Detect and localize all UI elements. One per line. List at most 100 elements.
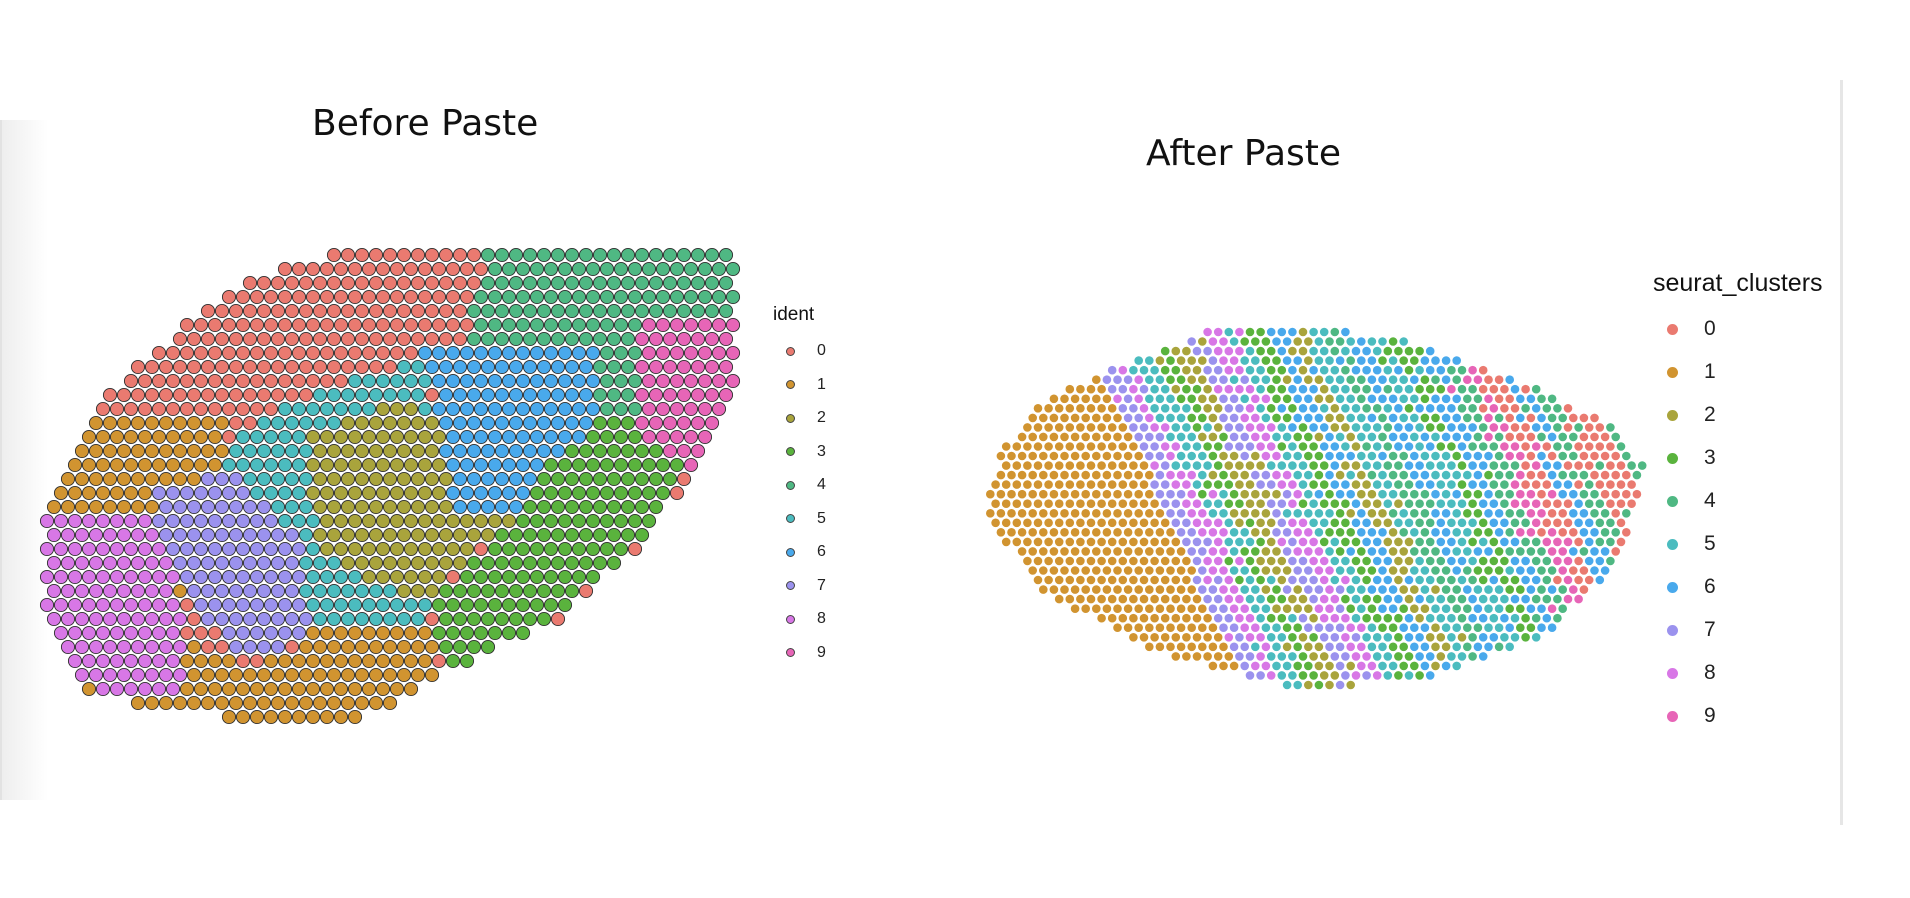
spot-after	[1569, 489, 1578, 499]
spot-after	[1266, 384, 1276, 394]
spot-after	[1611, 432, 1620, 442]
spot-after	[1251, 547, 1260, 556]
spot-after	[1235, 575, 1244, 585]
spot-after	[1584, 423, 1594, 432]
spot-after	[1494, 604, 1504, 613]
spot-after	[1245, 404, 1255, 413]
spot-after	[1203, 327, 1212, 337]
spot-after	[1574, 499, 1583, 509]
spot-after	[1457, 575, 1467, 585]
spot-after	[1092, 451, 1101, 461]
spot-before	[298, 331, 314, 347]
spot-after	[1208, 604, 1218, 613]
spot-after	[1357, 489, 1366, 499]
spot-after	[1553, 594, 1562, 604]
spot-after	[1569, 509, 1578, 518]
spot-after	[1325, 509, 1334, 518]
spot-after	[1574, 556, 1583, 566]
spot-after	[1277, 346, 1287, 356]
spot-after	[1378, 528, 1387, 537]
spot-after	[1256, 594, 1265, 604]
spot-after	[1166, 623, 1175, 632]
spot-after	[1595, 575, 1605, 585]
spot-after	[1145, 566, 1154, 575]
spot-after	[1182, 480, 1191, 489]
spot-after	[1500, 594, 1509, 604]
spot-after	[1325, 394, 1334, 404]
spot-before	[368, 387, 384, 403]
spot-after	[1245, 499, 1255, 509]
spot-after	[1198, 604, 1207, 613]
spot-after	[1378, 509, 1387, 518]
spot-before	[151, 429, 167, 445]
spot-after	[1282, 680, 1292, 690]
spot-after	[1595, 556, 1605, 566]
spot-after	[1425, 537, 1435, 547]
spot-after	[1521, 613, 1530, 623]
spot-after	[1107, 365, 1117, 375]
spot-after	[1113, 509, 1122, 518]
spot-after	[1123, 585, 1133, 594]
spot-before	[312, 331, 328, 347]
spot-after	[1113, 623, 1122, 632]
spot-after	[1441, 356, 1451, 365]
spot-after	[1266, 442, 1276, 451]
spot-after	[1388, 356, 1398, 365]
spot-after	[1505, 394, 1514, 404]
spot-after	[1542, 442, 1552, 451]
spot-after	[1473, 585, 1483, 594]
spot-after	[1516, 623, 1525, 632]
spot-after	[1351, 499, 1361, 509]
spot-after	[1309, 384, 1318, 394]
spot-after	[1447, 613, 1456, 623]
legend-item-before-8: 8	[786, 610, 826, 628]
spot-after	[1399, 432, 1408, 442]
spot-after	[1070, 547, 1080, 556]
spot-after	[1468, 404, 1477, 413]
spot-after	[1341, 594, 1350, 604]
spot-after	[1500, 442, 1509, 451]
spot-after	[1357, 566, 1366, 575]
spot-before	[256, 415, 272, 431]
spot-after	[1516, 528, 1525, 537]
spot-before	[606, 387, 622, 403]
spot-before	[228, 359, 244, 375]
spot-after	[1213, 537, 1223, 547]
spot-before	[235, 317, 251, 333]
spot-after	[1187, 356, 1196, 365]
spot-after	[1558, 585, 1567, 594]
spot-after	[1282, 413, 1292, 423]
spot-before	[564, 387, 580, 403]
spot-before	[389, 261, 405, 277]
legend-label-after-2: 2	[1704, 403, 1716, 426]
spot-after	[1166, 432, 1175, 442]
spot-before	[417, 317, 433, 333]
spot-after	[1521, 384, 1530, 394]
spot-before	[242, 415, 258, 431]
spot-after	[1266, 633, 1276, 642]
spot-after	[1489, 518, 1499, 528]
spot-after	[1044, 442, 1053, 451]
spot-before	[669, 317, 685, 333]
spot-after	[1505, 547, 1514, 556]
spot-after	[1431, 642, 1440, 652]
spot-before	[354, 359, 370, 375]
spot-after	[1097, 594, 1106, 604]
spot-after	[1208, 585, 1218, 594]
spot-after	[1325, 604, 1334, 613]
spot-after	[1097, 499, 1106, 509]
spot-after	[1447, 384, 1456, 394]
spot-after	[1219, 413, 1228, 423]
spot-after	[1145, 470, 1154, 480]
spot-after	[1272, 528, 1281, 537]
spot-after	[1558, 509, 1567, 518]
spot-after	[1526, 623, 1536, 632]
spot-after	[1357, 661, 1366, 671]
spot-after	[1410, 375, 1419, 385]
spot-after	[1272, 432, 1281, 442]
spot-after	[1436, 537, 1446, 547]
spot-after	[1457, 518, 1467, 528]
spot-after	[1399, 566, 1408, 575]
spot-before	[109, 429, 125, 445]
spot-after	[1298, 575, 1308, 585]
